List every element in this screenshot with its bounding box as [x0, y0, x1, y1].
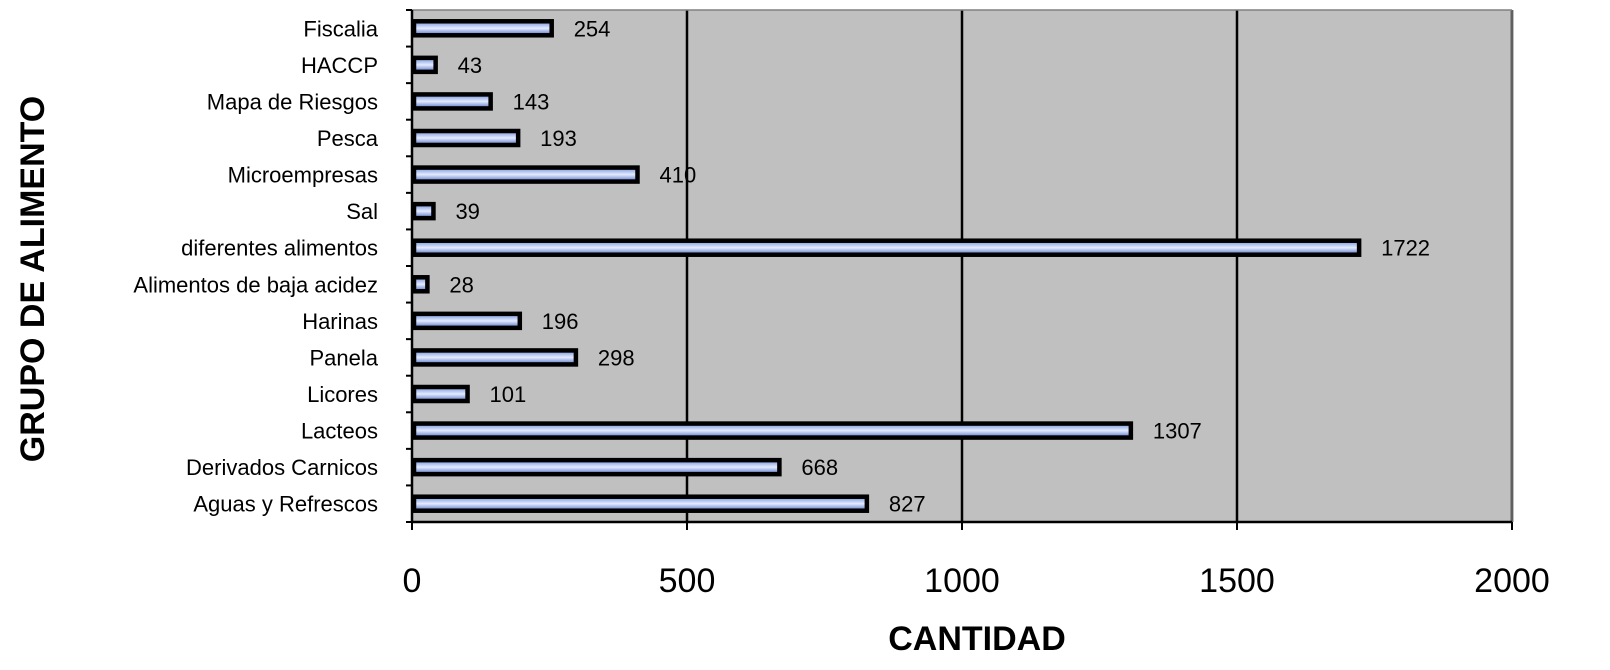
x-axis-title: CANTIDAD — [888, 620, 1066, 658]
value-label: 193 — [540, 126, 577, 151]
bar-5 — [411, 201, 436, 221]
category-label: Sal — [346, 199, 378, 224]
category-label: Aguas y Refrescos — [193, 492, 378, 517]
value-label: 143 — [513, 89, 550, 114]
value-label: 39 — [455, 199, 479, 224]
category-label: diferentes alimentos — [181, 236, 378, 261]
category-label: Pesca — [317, 126, 379, 151]
category-label: Fiscalia — [303, 16, 378, 41]
value-label: 28 — [449, 272, 473, 297]
bar-6 — [411, 238, 1362, 257]
category-label: HACCP — [301, 53, 378, 78]
x-tick-label: 0 — [403, 562, 422, 600]
category-label: Lacteos — [301, 419, 378, 444]
labels: 0 500 1000 1500 2000 Fiscalia 254 HACCP 43 Mapa d… — [133, 16, 1549, 600]
value-label: 1722 — [1381, 236, 1430, 261]
value-label: 827 — [889, 492, 926, 517]
bar-7 — [411, 275, 430, 294]
value-label: 254 — [574, 16, 611, 41]
value-label: 298 — [598, 345, 635, 370]
bar-8 — [411, 311, 523, 331]
category-label: Licores — [307, 382, 378, 407]
bars — [411, 19, 1362, 513]
x-tick-label: 500 — [659, 562, 716, 600]
bar-13 — [411, 494, 870, 513]
value-label: 1307 — [1153, 419, 1202, 444]
bar-12 — [411, 457, 782, 477]
category-label: Panela — [309, 345, 378, 370]
category-label: Harinas — [302, 309, 378, 334]
category-label: Derivados Carnicos — [186, 455, 378, 480]
bar-10 — [411, 384, 470, 404]
bar-11 — [411, 421, 1134, 440]
bar-2 — [411, 92, 493, 111]
y-axis-title: GRUPO DE ALIMENTO — [14, 96, 52, 462]
bar-9 — [411, 348, 579, 367]
x-tick-label: 1000 — [924, 562, 1000, 600]
bar-1 — [411, 55, 438, 75]
value-label: 196 — [542, 309, 579, 334]
value-label: 668 — [801, 455, 838, 480]
bar-4 — [411, 165, 640, 184]
x-tick-label: 2000 — [1474, 562, 1550, 600]
category-label: Mapa de Riesgos — [207, 89, 378, 114]
category-label: Microempresas — [228, 163, 378, 188]
value-label: 410 — [660, 163, 697, 188]
x-tick-label: 1500 — [1199, 562, 1275, 600]
bar-3 — [411, 128, 521, 148]
category-label: Alimentos de baja acidez — [133, 272, 378, 297]
bar-0 — [411, 19, 554, 38]
value-label: 101 — [490, 382, 527, 407]
value-label: 43 — [458, 53, 482, 78]
